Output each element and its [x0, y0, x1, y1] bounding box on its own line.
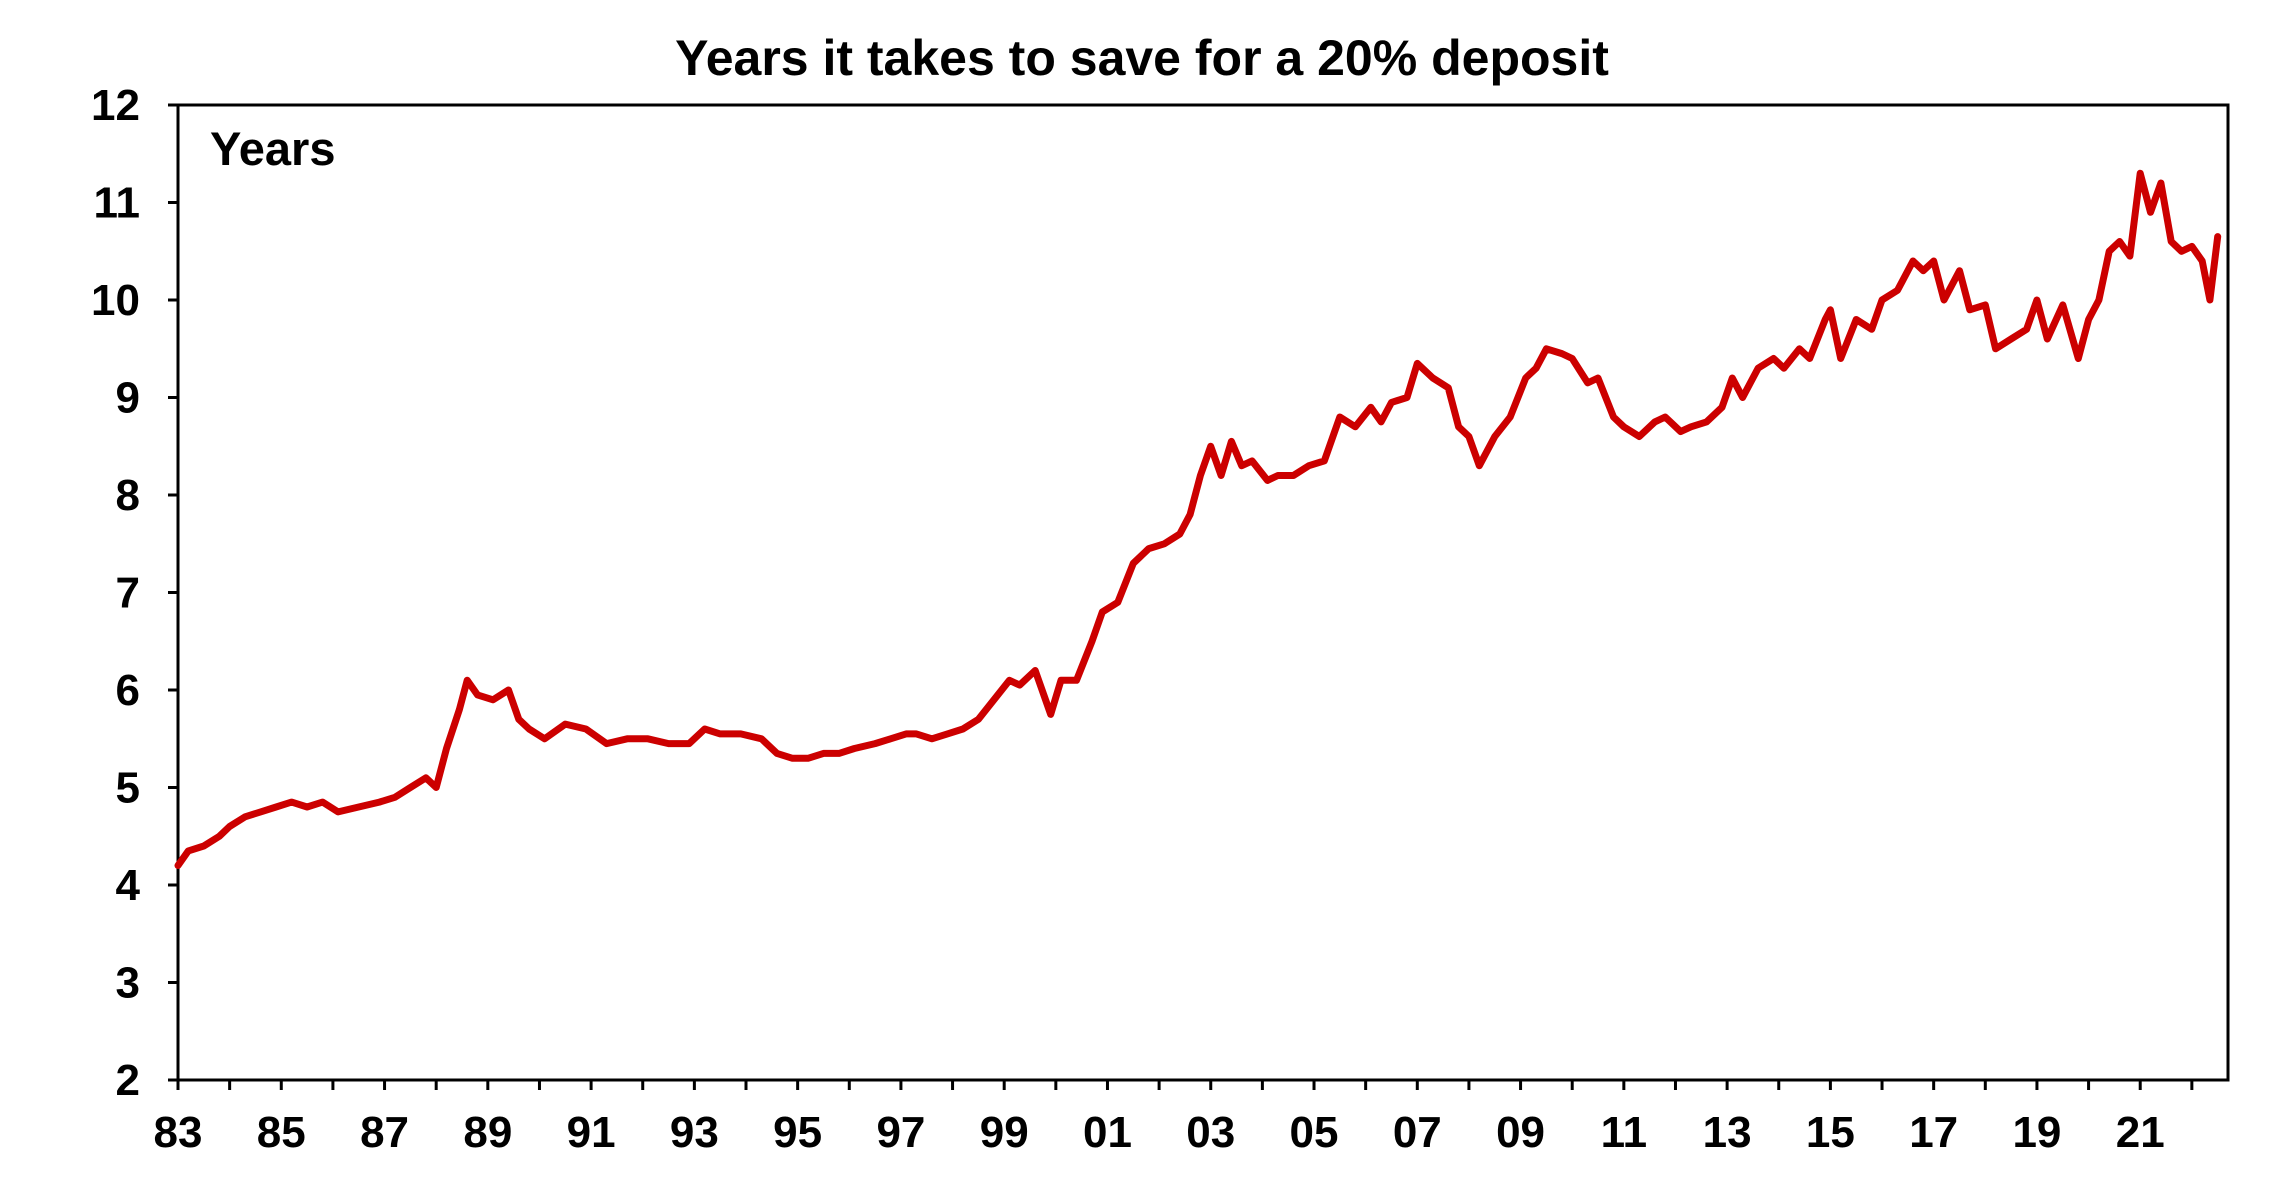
x-tick-label: 13: [1703, 1108, 1752, 1157]
x-tick-label: 09: [1496, 1108, 1545, 1157]
x-tick-label: 01: [1083, 1108, 1132, 1157]
y-tick-label: 5: [116, 764, 140, 813]
x-tick-label: 87: [360, 1108, 409, 1157]
x-tick-label: 17: [1909, 1108, 1958, 1157]
x-tick-label: 95: [773, 1108, 822, 1157]
chart-title: Years it takes to save for a 20% deposit: [675, 30, 1609, 86]
x-tick-label: 07: [1393, 1108, 1442, 1157]
x-tick-label: 05: [1290, 1108, 1339, 1157]
y-tick-label: 3: [116, 959, 140, 1008]
y-tick-label: 6: [116, 666, 140, 715]
y-tick-label: 8: [116, 471, 140, 520]
x-tick-label: 89: [463, 1108, 512, 1157]
y-tick-label: 9: [116, 374, 140, 423]
y-tick-label: 12: [91, 81, 140, 130]
series-layer: [174, 169, 2222, 869]
unit-label: Years: [210, 122, 335, 175]
x-tick-label: 91: [567, 1108, 616, 1157]
x-tick-label: 83: [154, 1108, 203, 1157]
x-tick-label: 03: [1186, 1108, 1235, 1157]
x-tick-label: 21: [2116, 1108, 2165, 1157]
x-tick-label: 97: [876, 1108, 925, 1157]
x-tick-label: 15: [1806, 1108, 1855, 1157]
x-tick-label: 85: [257, 1108, 306, 1157]
y-tick-label: 10: [91, 276, 140, 325]
y-tick-label: 2: [116, 1056, 140, 1105]
y-tick-label: 7: [116, 569, 140, 618]
plot-area: [176, 103, 2230, 1082]
y-axis: 2 3 4 5 6 7 8 9 10 11 12: [91, 81, 178, 1105]
x-tick-label: 19: [2012, 1108, 2061, 1157]
series-line: [174, 169, 2222, 869]
x-tick-label: 99: [980, 1108, 1029, 1157]
x-tick-label: 11: [1601, 1108, 1648, 1157]
x-axis: 83 85 87 89 91 93 95 97 99 01 03 05 07 09 11 13 15 17 19 21: [154, 1080, 2194, 1157]
y-tick-label: 4: [116, 861, 141, 910]
x-tick-label: 93: [670, 1108, 719, 1157]
y-tick-label: 11: [93, 179, 140, 228]
